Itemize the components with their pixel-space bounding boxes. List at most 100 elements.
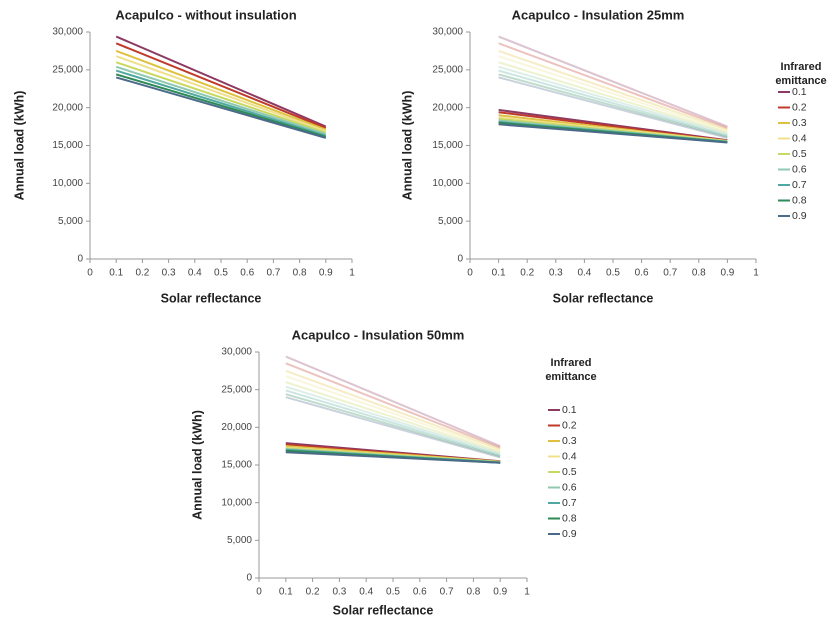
x-tick-label: 1 — [524, 587, 530, 598]
x-tick-label: 0.7 — [266, 268, 280, 279]
x-tick-label: 0.7 — [440, 587, 454, 598]
series-line — [115, 35, 327, 128]
series-line — [285, 355, 501, 448]
y-tick-label: 5,000 — [438, 216, 463, 227]
x-tick-label: 0.6 — [413, 587, 427, 598]
series-line — [498, 73, 728, 138]
x-tick-label: 0.3 — [162, 268, 176, 279]
x-axis-label: Solar reflectance — [553, 291, 654, 305]
x-tick-label: 0.6 — [635, 268, 649, 279]
series-line — [115, 49, 327, 131]
y-tick-label: 0 — [457, 254, 463, 265]
y-tick-label: 20,000 — [52, 102, 83, 113]
x-tick-label: 0.5 — [606, 268, 620, 279]
legend-label: 0.3 — [562, 435, 577, 447]
legend-label: 0.2 — [562, 419, 577, 431]
y-tick-label: 5,000 — [227, 535, 252, 546]
x-tick-label: 0 — [467, 268, 473, 279]
y-tick-label: 0 — [77, 254, 83, 265]
x-tick-label: 0.2 — [135, 268, 149, 279]
series-line — [498, 55, 728, 133]
y-tick-label: 25,000 — [52, 64, 83, 75]
legend-label: 0.9 — [562, 528, 577, 540]
series-line — [115, 65, 327, 136]
x-tick-label: 0.3 — [549, 268, 563, 279]
x-tick-label: 0.9 — [319, 268, 333, 279]
series-line — [498, 61, 728, 134]
x-tick-label: 0 — [87, 268, 93, 279]
y-tick-label: 15,000 — [52, 140, 83, 151]
series-line — [285, 375, 501, 452]
x-tick-label: 0.8 — [692, 268, 706, 279]
series-line — [115, 61, 327, 134]
y-tick-label: 10,000 — [432, 178, 463, 189]
x-tick-label: 1 — [349, 268, 355, 279]
y-tick-label: 10,000 — [52, 178, 83, 189]
y-tick-label: 25,000 — [432, 64, 463, 75]
chart-title: Acapulco - Insulation 25mm — [512, 7, 685, 22]
series-line — [285, 362, 501, 449]
y-tick-label: 5,000 — [58, 216, 83, 227]
x-tick-label: 0.5 — [214, 268, 228, 279]
x-tick-label: 0.5 — [386, 587, 400, 598]
series-line — [498, 42, 728, 130]
x-tick-label: 0.4 — [188, 268, 202, 279]
series-line — [498, 49, 728, 131]
chart-title: Acapulco - Insulation 50mm — [292, 327, 465, 342]
y-tick-label: 0 — [246, 573, 252, 584]
series-line — [285, 385, 501, 455]
y-tick-label: 10,000 — [221, 497, 252, 508]
series-line — [115, 42, 327, 130]
x-tick-label: 0.7 — [663, 268, 677, 279]
y-tick-label: 30,000 — [432, 27, 463, 38]
legend-label: 0.5 — [792, 148, 807, 160]
y-tick-label: 30,000 — [52, 27, 83, 38]
x-tick-label: 0.4 — [359, 587, 373, 598]
y-tick-label: 15,000 — [432, 140, 463, 151]
legend-label: 0.6 — [562, 481, 577, 493]
x-tick-label: 0.1 — [279, 587, 293, 598]
x-tick-label: 0.9 — [493, 587, 507, 598]
x-tick-label: 0.8 — [466, 587, 480, 598]
legend-label: 0.4 — [562, 450, 577, 462]
x-tick-label: 0.9 — [720, 268, 734, 279]
series-line — [115, 69, 327, 137]
x-tick-label: 1 — [753, 268, 759, 279]
legend-label: 0.8 — [562, 512, 577, 524]
legend-label: 0.1 — [562, 404, 577, 416]
x-tick-label: 0.1 — [109, 268, 123, 279]
legend-label: 0.7 — [792, 179, 807, 191]
y-axis-label: Annual load (kWh) — [400, 91, 414, 201]
x-tick-label: 0.3 — [332, 587, 346, 598]
legend-label: 0.6 — [792, 163, 807, 175]
legend-label: 0.7 — [562, 497, 577, 509]
legend-label: 0.4 — [792, 132, 807, 144]
y-tick-label: 25,000 — [221, 384, 252, 395]
series-line — [285, 389, 501, 457]
series-line — [115, 73, 327, 138]
legend-title: Infrared emittance — [775, 61, 827, 87]
legend-label: 0.2 — [792, 101, 807, 113]
series-line — [285, 396, 501, 459]
y-tick-label: 15,000 — [221, 460, 252, 471]
x-tick-label: 0.6 — [240, 268, 254, 279]
y-tick-label: 20,000 — [432, 102, 463, 113]
series-line — [285, 451, 501, 464]
x-tick-label: 0.2 — [520, 268, 534, 279]
series-line — [115, 55, 327, 133]
y-axis-label: Annual load (kWh) — [190, 410, 204, 520]
x-tick-label: 0.1 — [492, 268, 506, 279]
series-line — [115, 76, 327, 139]
legend-label: 0.8 — [792, 194, 807, 206]
series-line — [498, 65, 728, 136]
series-line — [498, 35, 728, 128]
series-line — [498, 76, 728, 139]
x-tick-label: 0.8 — [293, 268, 307, 279]
series-line — [285, 393, 501, 458]
legend-label: 0.1 — [792, 86, 807, 98]
legend-label: 0.5 — [562, 466, 577, 478]
x-tick-label: 0 — [256, 587, 262, 598]
series-line — [285, 381, 501, 454]
